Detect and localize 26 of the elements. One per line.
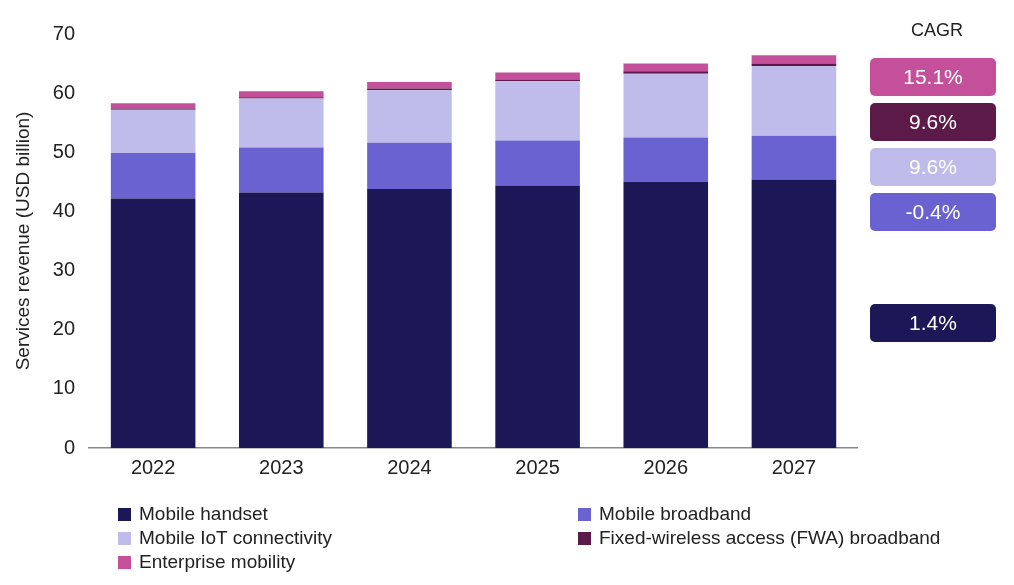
legend-label: Enterprise mobility	[139, 551, 296, 573]
legend-label: Mobile IoT connectivity	[139, 527, 332, 549]
text: 1.4%	[870, 303, 996, 342]
y-tick-label: 10	[52, 376, 76, 399]
y-tick-label: 60	[52, 80, 76, 103]
legend-label: Mobile broadband	[599, 503, 752, 525]
legend-label: Fixed-wireless access (FWA) broadband	[599, 527, 941, 549]
y-tick-label: 70	[52, 21, 76, 44]
text: -0.4%	[870, 193, 996, 231]
y-tick-label: 50	[52, 139, 76, 162]
text: 9.6%	[870, 148, 996, 186]
y-tick-label: 0	[63, 435, 76, 458]
x-tick-label: 2022	[130, 455, 176, 478]
text: 15.1%	[870, 58, 996, 96]
x-tick-label: 2026	[643, 455, 689, 478]
y-tick-label: 40	[52, 198, 76, 221]
legend-label: Mobile handset	[139, 503, 268, 525]
x-tick-label: 2024	[387, 455, 432, 478]
y-axis-title: Services revenue (USD billion)	[11, 111, 33, 371]
x-tick-label: 2023	[259, 455, 304, 478]
y-tick-label: 20	[52, 317, 76, 340]
text: 9.6%	[870, 103, 996, 141]
text: CAGR	[910, 20, 964, 41]
y-tick-label: 30	[52, 258, 76, 281]
x-tick-label: 2025	[515, 455, 560, 478]
x-tick-label: 2027	[771, 455, 817, 478]
